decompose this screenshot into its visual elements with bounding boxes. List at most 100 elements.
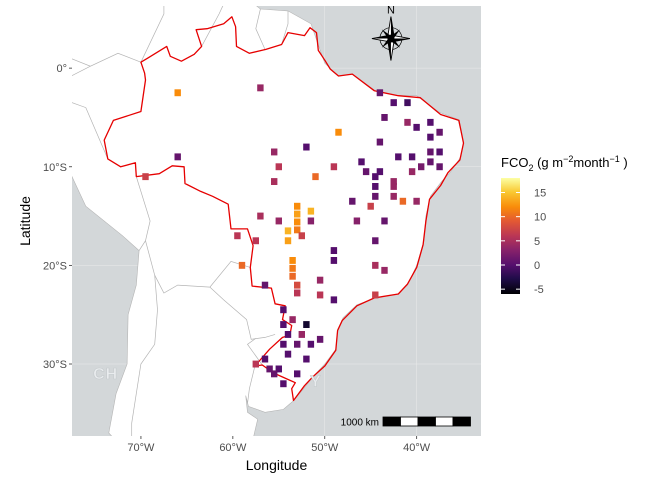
legend-title: FCO2 (g m−2month−1 ) [501,154,628,173]
fco2-cell [280,380,287,388]
fco2-cell [390,192,397,200]
north-label: N [387,5,395,17]
fco2-cell [390,178,397,185]
legend-title-main: FCO [501,155,528,170]
fco2-cell [298,232,305,240]
ocean-label-left: CH [93,366,118,383]
fco2-cell [413,123,420,131]
legend-title-exp-a: −2 [563,154,573,164]
fco2-cell [280,340,287,348]
fco2-cell [261,281,269,289]
fco2-cell [390,99,397,107]
fco2-cell [395,153,402,161]
fco2-cell [381,217,388,225]
fco2-cell [284,331,292,338]
country-border-line [255,8,266,50]
fco2-cell [284,350,292,358]
legend-title-unit-a: (g m [533,155,563,170]
fco2-cell [418,163,425,171]
legend-tick-label: -5 [534,284,544,296]
fco2-cell [294,218,301,226]
fco2-cell [174,89,181,97]
fco2-cell [284,227,292,235]
fco2-cell [294,226,301,234]
fco2-cell [349,197,356,205]
fco2-cell [330,163,338,171]
legend-title-exp-b: −1 [610,154,620,164]
country-border-line [72,102,109,160]
x-axis: 70°W 60°W 50°W 40°W [127,436,431,454]
legend-title-sub: 2 [528,163,533,173]
fco2-cell [404,99,411,107]
country-border-line [209,286,276,340]
x-tick-label: 70°W [127,442,155,454]
fco2-cell [408,168,416,176]
fco2-cell [303,143,310,151]
fco2-cell [294,202,301,210]
fco2-cell [294,370,301,378]
country-border-line [247,365,256,404]
fco2-cell [271,178,278,185]
fco2-cell [294,289,301,297]
fco2-cell [427,148,434,156]
fco2-cell [436,128,443,136]
fco2-cell [404,118,411,126]
x-tick-label: 40°W [403,442,431,454]
fco2-cell [408,153,416,161]
fco2-cell [307,207,315,215]
north-arrow-fill [390,16,395,39]
fco2-cell [307,217,315,225]
fco2-cell [307,340,315,348]
country-border-line [281,10,289,45]
y-tick-label: 20°S [43,260,67,272]
fco2-cell [436,148,443,156]
fco2-cell [372,192,379,200]
country-border-line [201,6,224,47]
fco2-cell [257,212,264,220]
y-tick-label: 10°S [43,162,67,174]
fco2-cell [303,355,310,363]
north-arrow-fill [387,38,391,61]
fco2-cell [376,89,384,97]
map-panel: CH Y N 1000 km [72,5,481,436]
legend-tick-label: 15 [534,188,546,200]
fco2-cell [298,331,305,338]
fco2-cell [275,217,282,225]
fco2-cell [316,276,324,284]
country-border-line [135,176,151,251]
scale-bar-segment [452,416,471,427]
fco2-cells [142,84,443,388]
legend-tick-label: 5 [534,236,540,248]
fco2-cell [294,210,301,218]
north-arrow-diagonal [389,29,401,41]
scale-bar-segment [435,416,454,427]
legend-tick-label: 0 [534,260,540,272]
fco2-cell [362,168,370,176]
fco2-cell [280,321,287,328]
fco2-cell [289,272,296,280]
country-border-line [131,275,158,436]
fco2-cell [275,365,282,373]
fco2-cell [257,84,264,92]
north-arrow-diagonal [381,29,393,41]
legend-title-unit-b: month [573,155,609,170]
fco2-cell [335,128,342,136]
fco2-cell [372,291,379,299]
fco2-cell [330,257,338,264]
fco2-cell [353,217,361,225]
fco2-cell [316,335,324,343]
fco2-cell [252,237,259,245]
fco2-cell [174,153,181,161]
fco2-cell [266,365,273,373]
fco2-cell [372,173,379,181]
fco2-cell [372,237,379,245]
fco2-cell [289,257,296,264]
fco2-cell [234,232,241,240]
fco2-cell [376,138,384,146]
north-arrow-icon: N [371,5,411,61]
scale-bar-label: 1000 km [341,418,379,429]
legend-title-close: ) [620,155,628,170]
fco2-cell [413,197,420,205]
fco2-cell [358,158,365,166]
